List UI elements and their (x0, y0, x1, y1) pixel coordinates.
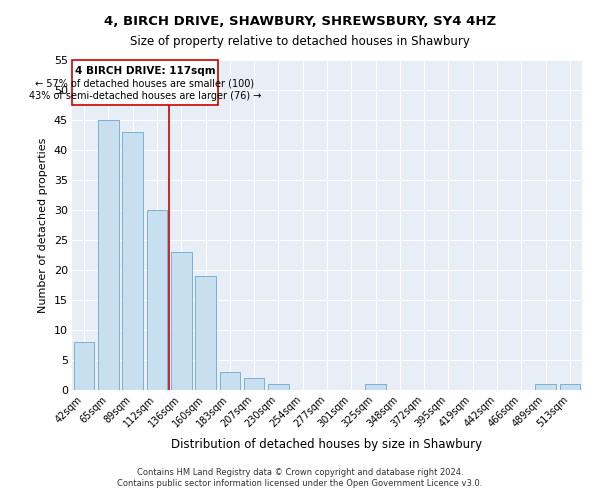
Text: Contains HM Land Registry data © Crown copyright and database right 2024.
Contai: Contains HM Land Registry data © Crown c… (118, 468, 482, 487)
Bar (98, 120, 119, 390)
Bar (220, 372, 240, 390)
Bar (365, 384, 386, 390)
Bar (560, 384, 580, 390)
Text: ← 57% of detached houses are smaller (100): ← 57% of detached houses are smaller (10… (35, 79, 254, 89)
Text: 43% of semi-detached houses are larger (76) →: 43% of semi-detached houses are larger (… (29, 91, 261, 101)
X-axis label: Distribution of detached houses by size in Shawbury: Distribution of detached houses by size … (172, 438, 482, 450)
Bar (268, 384, 289, 390)
Bar (171, 252, 191, 390)
Y-axis label: Number of detached properties: Number of detached properties (38, 138, 48, 312)
Text: 4 BIRCH DRIVE: 117sqm: 4 BIRCH DRIVE: 117sqm (74, 66, 215, 76)
Bar (244, 378, 265, 390)
Text: 4, BIRCH DRIVE, SHAWBURY, SHREWSBURY, SY4 4HZ: 4, BIRCH DRIVE, SHAWBURY, SHREWSBURY, SY… (104, 15, 496, 28)
Bar (535, 384, 556, 390)
FancyBboxPatch shape (72, 60, 218, 105)
Bar (122, 132, 143, 390)
Bar (146, 210, 167, 390)
Text: Size of property relative to detached houses in Shawbury: Size of property relative to detached ho… (130, 35, 470, 48)
Bar (74, 342, 94, 390)
Bar (195, 276, 216, 390)
